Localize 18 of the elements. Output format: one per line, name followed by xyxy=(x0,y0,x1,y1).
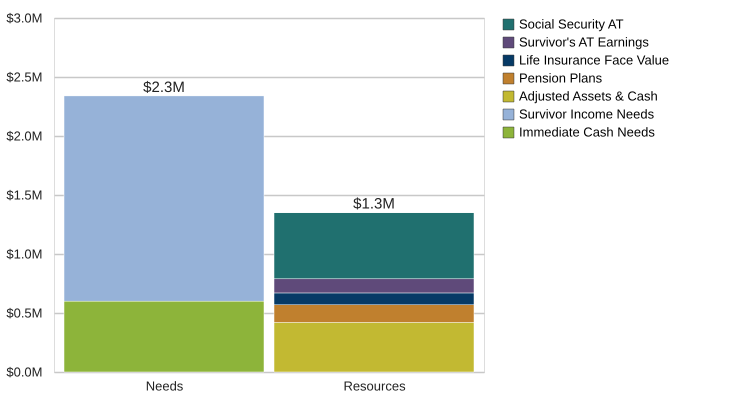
x-tick-label: Resources xyxy=(343,378,406,394)
x-tick-label: Needs xyxy=(146,378,184,394)
total-label: $1.3M xyxy=(353,196,395,213)
total-label: $2.3M xyxy=(143,78,185,96)
y-tick-label: $0.0M xyxy=(6,364,42,380)
legend-label: Pension Plans xyxy=(519,70,603,86)
legend-label: Social Security AT xyxy=(519,16,624,32)
y-tick-label: $2.5M xyxy=(6,70,42,84)
legend-label: Immediate Cash Needs xyxy=(519,124,656,140)
legend-label: Life Insurance Face Value xyxy=(519,52,670,68)
y-tick-label: $1.5M xyxy=(6,188,42,202)
y-tick-label: $2.0M xyxy=(6,128,42,144)
legend-label: Survivor Income Needs xyxy=(519,106,655,122)
y-tick-label: $0.5M xyxy=(6,306,42,320)
legend-label: Survivor's AT Earnings xyxy=(519,34,650,50)
y-tick-label: $1.0M xyxy=(6,246,42,262)
y-tick-label: $3.0M xyxy=(6,10,42,26)
legend-label: Adjusted Assets & Cash xyxy=(519,88,658,104)
